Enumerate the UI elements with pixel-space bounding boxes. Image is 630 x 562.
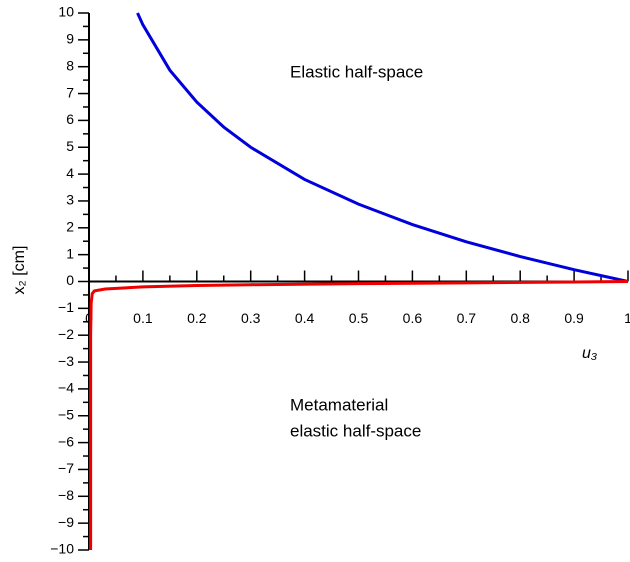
y-tick-label: 1 [66,245,74,261]
y-tick-label: −10 [50,541,74,557]
y-tick-label: 3 [66,192,74,208]
annotation: Elastic half-space [290,62,423,81]
y-tick-label: 4 [66,165,74,181]
x-tick-label: 0.8 [510,310,530,326]
y-tick-label: −5 [58,406,74,422]
annotation: Metamaterial [290,395,388,414]
y-tick-label: −1 [58,299,74,315]
y-tick-label: −3 [58,353,74,369]
y-tick-label: −2 [58,326,74,342]
x-tick-label: 0.7 [457,310,477,326]
x-tick-label: 0.6 [403,310,423,326]
y-tick-label: 10 [58,4,74,20]
x-tick-label: 0.3 [241,310,261,326]
x-tick-label: 0 [85,310,93,326]
x-tick-label: 1 [624,310,630,326]
line-series [89,280,629,550]
y-tick-label: 7 [66,84,74,100]
y-tick-label: 6 [66,111,74,127]
y-tick-label: −8 [58,487,74,503]
x-tick-label: 0.4 [295,310,315,326]
y-tick-label: 9 [66,31,74,47]
y-tick-label: −7 [58,460,74,476]
y-tick-label: −6 [58,433,74,449]
y-tick-label: 8 [66,57,74,73]
y-tick-label: 5 [66,138,74,154]
x-axis-label: u₃ [582,345,597,362]
x-tick-label: 0.9 [564,310,584,326]
x-tick-label: 0.5 [349,310,369,326]
x-tick-label: 0.2 [187,310,207,326]
annotation: elastic half-space [290,421,421,440]
y-tick-label: −4 [58,380,74,396]
y-tick-label: 2 [66,219,74,235]
y-axis-label: x₂ [cm] [11,246,28,295]
x-tick-label: 0.1 [133,310,153,326]
line-series [136,12,629,283]
y-tick-label: −9 [58,514,74,530]
y-tick-label: 0 [66,272,74,288]
